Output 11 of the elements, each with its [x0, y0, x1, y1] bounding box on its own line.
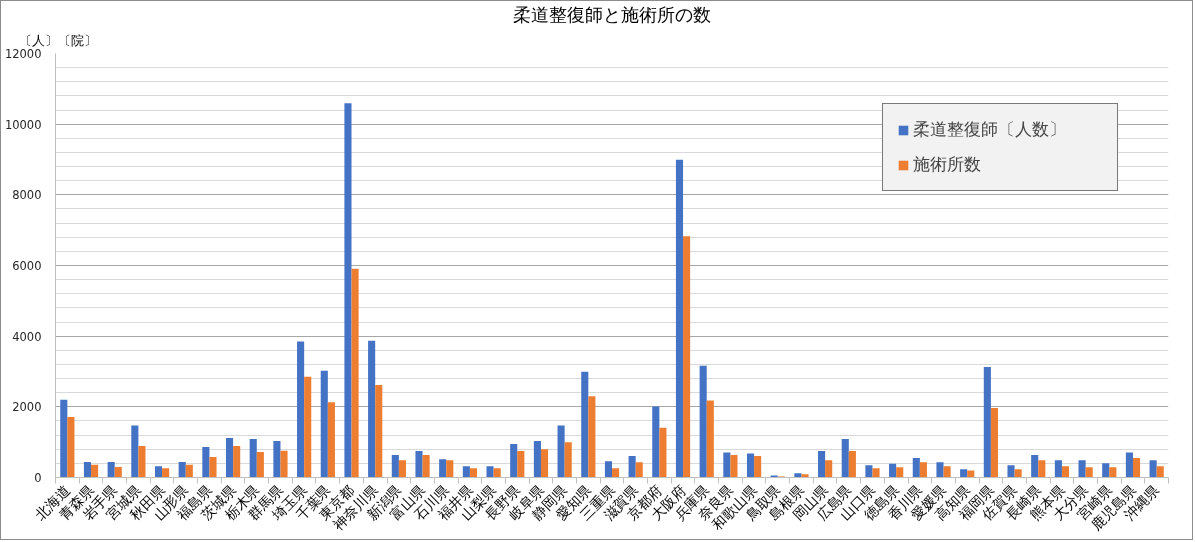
y-tick-label: 10000	[4, 117, 42, 132]
chart-title: 柔道整復師と施術所の数	[513, 3, 711, 25]
y-tick-label: 0	[34, 471, 42, 485]
y-tick-label: 12000	[4, 47, 42, 61]
y-tick-label: 4000	[12, 329, 42, 344]
y-axis-title: 〔人〕〔院〕	[18, 32, 97, 48]
y-tick-label: 8000	[12, 188, 42, 203]
y-tick-label: 6000	[12, 259, 42, 273]
y-tick-label: 2000	[12, 400, 42, 415]
legend-label: 施術所数	[913, 153, 982, 176]
legend-label: 柔道整復師〔人数〕	[913, 118, 1067, 141]
